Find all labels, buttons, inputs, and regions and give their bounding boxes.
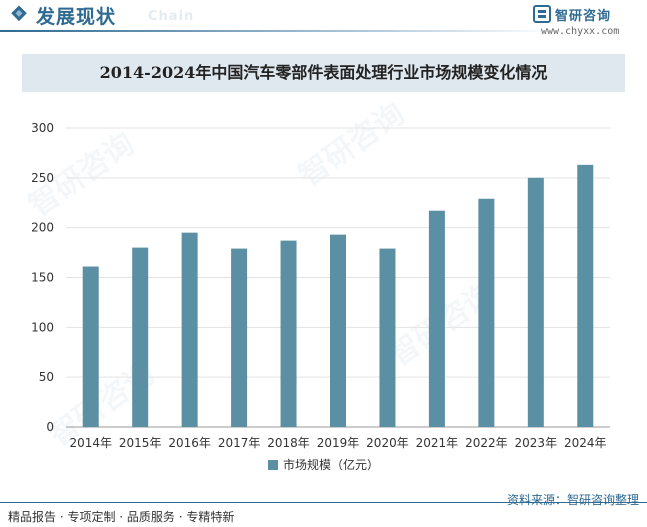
bar <box>231 248 248 427</box>
header-rule <box>0 30 560 32</box>
legend-swatch <box>268 460 278 470</box>
bar <box>330 234 346 427</box>
x-tick-label: 2022年 <box>465 436 508 450</box>
brand-name: 智研咨询 <box>555 9 612 24</box>
x-tick-label: 2021年 <box>416 436 459 450</box>
bar <box>181 232 198 427</box>
y-tick-label: 150 <box>31 271 54 285</box>
brand-url: www.chyxx.com <box>541 26 620 37</box>
x-tick-label: 2024年 <box>564 436 607 450</box>
bar <box>82 266 99 427</box>
chart-title-band: 2014-2024年中国汽车零部件表面处理行业市场规模变化情况 <box>22 54 625 92</box>
bar <box>379 248 396 427</box>
header: 发展现状 Chain <box>0 0 647 40</box>
y-tick-label: 300 <box>31 121 54 135</box>
footer-tagline: 精品报告 · 专项定制 · 品质服务 · 专精特新 <box>8 510 235 524</box>
header-subtitle: Chain <box>148 9 195 24</box>
footer-rule <box>0 502 647 503</box>
brand-logo-icon <box>533 5 551 23</box>
chart-title: 2014-2024年中国汽车零部件表面处理行业市场规模变化情况 <box>99 63 548 82</box>
header-title: 发展现状 <box>36 6 117 28</box>
x-tick-label: 2018年 <box>267 436 310 450</box>
bar <box>527 177 544 427</box>
bar <box>577 164 594 428</box>
y-tick-label: 0 <box>46 420 54 434</box>
y-tick-label: 50 <box>39 370 54 384</box>
x-tick-label: 2023年 <box>515 436 558 450</box>
bar <box>478 198 495 427</box>
bar <box>280 240 297 427</box>
source-note: 资料来源：智研咨询整理 <box>506 493 639 507</box>
brand-block: 智研咨询 www.chyxx.com <box>517 4 637 40</box>
bar-chart: 0 50 100 150 200 250 300 2014年 2015年 2016年 2017年 20… <box>31 121 610 472</box>
y-tick-label: 100 <box>31 320 54 334</box>
x-tick-label: 2020年 <box>366 436 409 450</box>
diamond-icon <box>11 5 27 22</box>
bar <box>132 247 149 427</box>
x-tick-label: 2019年 <box>317 436 360 450</box>
x-tick-label: 2014年 <box>69 436 112 450</box>
x-tick-label: 2016年 <box>168 436 211 450</box>
y-tick-label: 200 <box>31 221 54 235</box>
bar <box>428 210 445 427</box>
legend-label: 市场规模（亿元） <box>283 457 379 472</box>
y-tick-label: 250 <box>31 171 54 185</box>
x-tick-label: 2015年 <box>119 436 162 450</box>
x-tick-label: 2017年 <box>218 436 261 450</box>
